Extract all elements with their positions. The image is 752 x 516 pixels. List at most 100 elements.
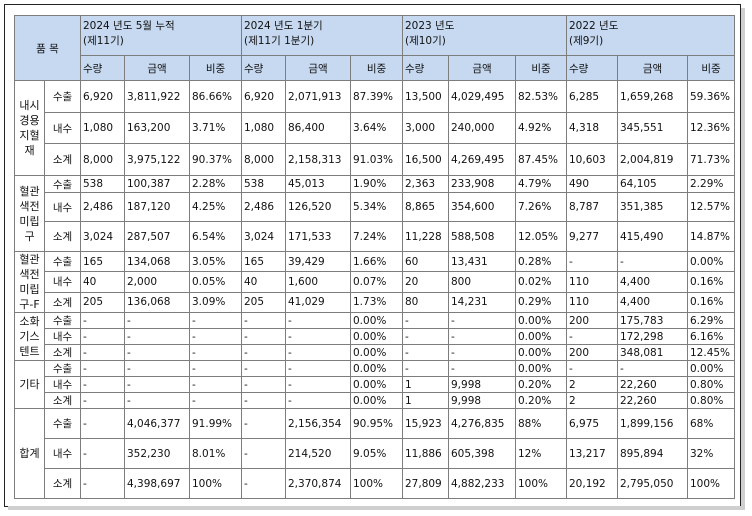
table-cell: 1.73% xyxy=(350,291,403,314)
table-cell: 22,260 xyxy=(617,376,688,393)
table-row: 기타 수출 - - - - -0.00% - -0.00% - -0.00% xyxy=(14,360,735,409)
table-cell: - xyxy=(80,392,125,409)
table-cell: 0.16% xyxy=(687,271,735,293)
table-cell: 0.00% xyxy=(687,360,735,377)
table-cell: 8,787 xyxy=(566,192,618,222)
table-cell: 0.00% xyxy=(515,344,567,361)
table-cell: 4,398,697 xyxy=(124,468,190,499)
table-cell: 40 xyxy=(80,271,125,293)
table-cell: 100% xyxy=(515,468,567,499)
row-label: 소계 xyxy=(44,468,81,499)
table-cell: 14.87% xyxy=(687,221,735,252)
table-cell: 0.00% xyxy=(515,312,567,329)
table-cell: 1,080 xyxy=(80,112,125,144)
table-cell: 490 xyxy=(566,175,618,193)
table-cell: - xyxy=(124,360,190,377)
table-row: 내수 -352,230 8.01% -214,520 9.05% 11,886 605,39… xyxy=(15,438,735,469)
table-cell: - xyxy=(285,360,351,377)
table-cell: 2,156,354 xyxy=(285,408,351,439)
table-cell: 3.64% xyxy=(350,112,403,144)
table-cell: - xyxy=(124,376,190,393)
table-cell: 0.80% xyxy=(687,392,735,409)
table-cell: 12.05% xyxy=(515,221,567,252)
table-cell: - xyxy=(189,376,242,393)
row-label: 수출 xyxy=(44,175,81,193)
table-cell: 351,385 xyxy=(617,192,688,222)
table-cell: 9.05% xyxy=(350,438,403,469)
table-cell: 100% xyxy=(350,468,403,499)
table-cell: - xyxy=(241,328,286,345)
table-cell: 4,276,835 xyxy=(448,408,516,439)
table-cell: 3.09% xyxy=(189,291,242,314)
table-row: 혈관색전미립구-F 수출 165 134,068 3.05% 165 39,429 1.66%… xyxy=(14,250,735,313)
table-cell: 4.25% xyxy=(189,192,242,222)
table-cell: - xyxy=(285,376,351,393)
table-cell: 214,520 xyxy=(285,438,351,469)
table-cell: - xyxy=(448,360,516,377)
table-cell: 91.03% xyxy=(350,143,403,176)
row-label: 소계 xyxy=(44,221,81,252)
table-cell: 800 xyxy=(448,271,516,293)
table-cell: 1.90% xyxy=(350,175,403,193)
table-cell: 2 xyxy=(566,376,618,393)
row-label: 내수 xyxy=(44,438,81,469)
table-cell: 100% xyxy=(687,468,735,499)
table-cell: 895,894 xyxy=(617,438,688,469)
table-cell: 14,231 xyxy=(448,291,516,314)
table-cell: 86.66% xyxy=(189,80,242,113)
table-cell: 12.45% xyxy=(687,344,735,361)
header-amount: 금액 xyxy=(448,55,516,81)
table-cell: 1 xyxy=(402,376,449,393)
table-cell: 45,013 xyxy=(285,175,351,193)
table-cell: - xyxy=(80,468,125,499)
table-row: 내수 - - - - -0.00% 1 9,998 0.20% 2 22,260 0.80% xyxy=(15,376,735,393)
row-label: 수출 xyxy=(44,250,81,273)
table-cell: - xyxy=(80,408,125,439)
table-cell: 4.92% xyxy=(515,112,567,144)
table-row: 혈관색전미립구 수출 538 100,387 2.28% 538 45,013 1.90% 2,… xyxy=(14,175,735,252)
table-cell: - xyxy=(189,312,242,329)
table-row: 내수 1,080 163,200 3.71% 1,080 86,400 3.64% 3,000… xyxy=(15,112,735,144)
table-cell: - xyxy=(124,328,190,345)
table-cell: 32% xyxy=(687,438,735,469)
table-cell: 1 xyxy=(402,392,449,409)
header-qty: 수량 xyxy=(241,55,286,81)
header-period: 2022 년도 (제9기) xyxy=(566,15,735,56)
table-cell: 348,081 xyxy=(617,344,688,361)
table-cell: - xyxy=(80,328,125,345)
table-cell: 2,486 xyxy=(80,192,125,222)
group-label: 합계 xyxy=(14,408,45,499)
table-cell: 4,400 xyxy=(617,291,688,314)
table-cell: 0.07% xyxy=(350,271,403,293)
table-cell: 8.01% xyxy=(189,438,242,469)
table-cell: 60 xyxy=(402,250,449,273)
table-cell: 59.36% xyxy=(687,80,735,113)
table-cell: - xyxy=(285,328,351,345)
table-cell: 163,200 xyxy=(124,112,190,144)
table-cell: 2,158,313 xyxy=(285,143,351,176)
table-cell: - xyxy=(189,360,242,377)
row-label: 수출 xyxy=(44,312,81,329)
table-cell: 40 xyxy=(241,271,286,293)
table-cell: - xyxy=(241,408,286,439)
table-cell: 415,490 xyxy=(617,221,688,252)
table-cell: - xyxy=(448,344,516,361)
group-label: 소화기스텐트 xyxy=(14,312,45,361)
table-cell: 1.66% xyxy=(350,250,403,273)
header-qty: 수량 xyxy=(566,55,618,81)
table-cell: - xyxy=(285,344,351,361)
table-cell: 2,486 xyxy=(241,192,286,222)
table-cell: 205 xyxy=(80,291,125,314)
table-cell: - xyxy=(189,328,242,345)
table-cell: 172,298 xyxy=(617,328,688,345)
table-cell: 0.00% xyxy=(350,344,403,361)
header-period: 2023 년도 (제10기) xyxy=(402,15,567,56)
table-cell: 0.29% xyxy=(515,291,567,314)
table-cell: 5.34% xyxy=(350,192,403,222)
table-cell: 0.20% xyxy=(515,392,567,409)
row-label: 소계 xyxy=(44,143,81,176)
table-cell: 605,398 xyxy=(448,438,516,469)
table-cell: 0.00% xyxy=(687,250,735,273)
group-label: 내시경용지혈재 xyxy=(14,80,45,176)
row-label: 내수 xyxy=(44,192,81,222)
